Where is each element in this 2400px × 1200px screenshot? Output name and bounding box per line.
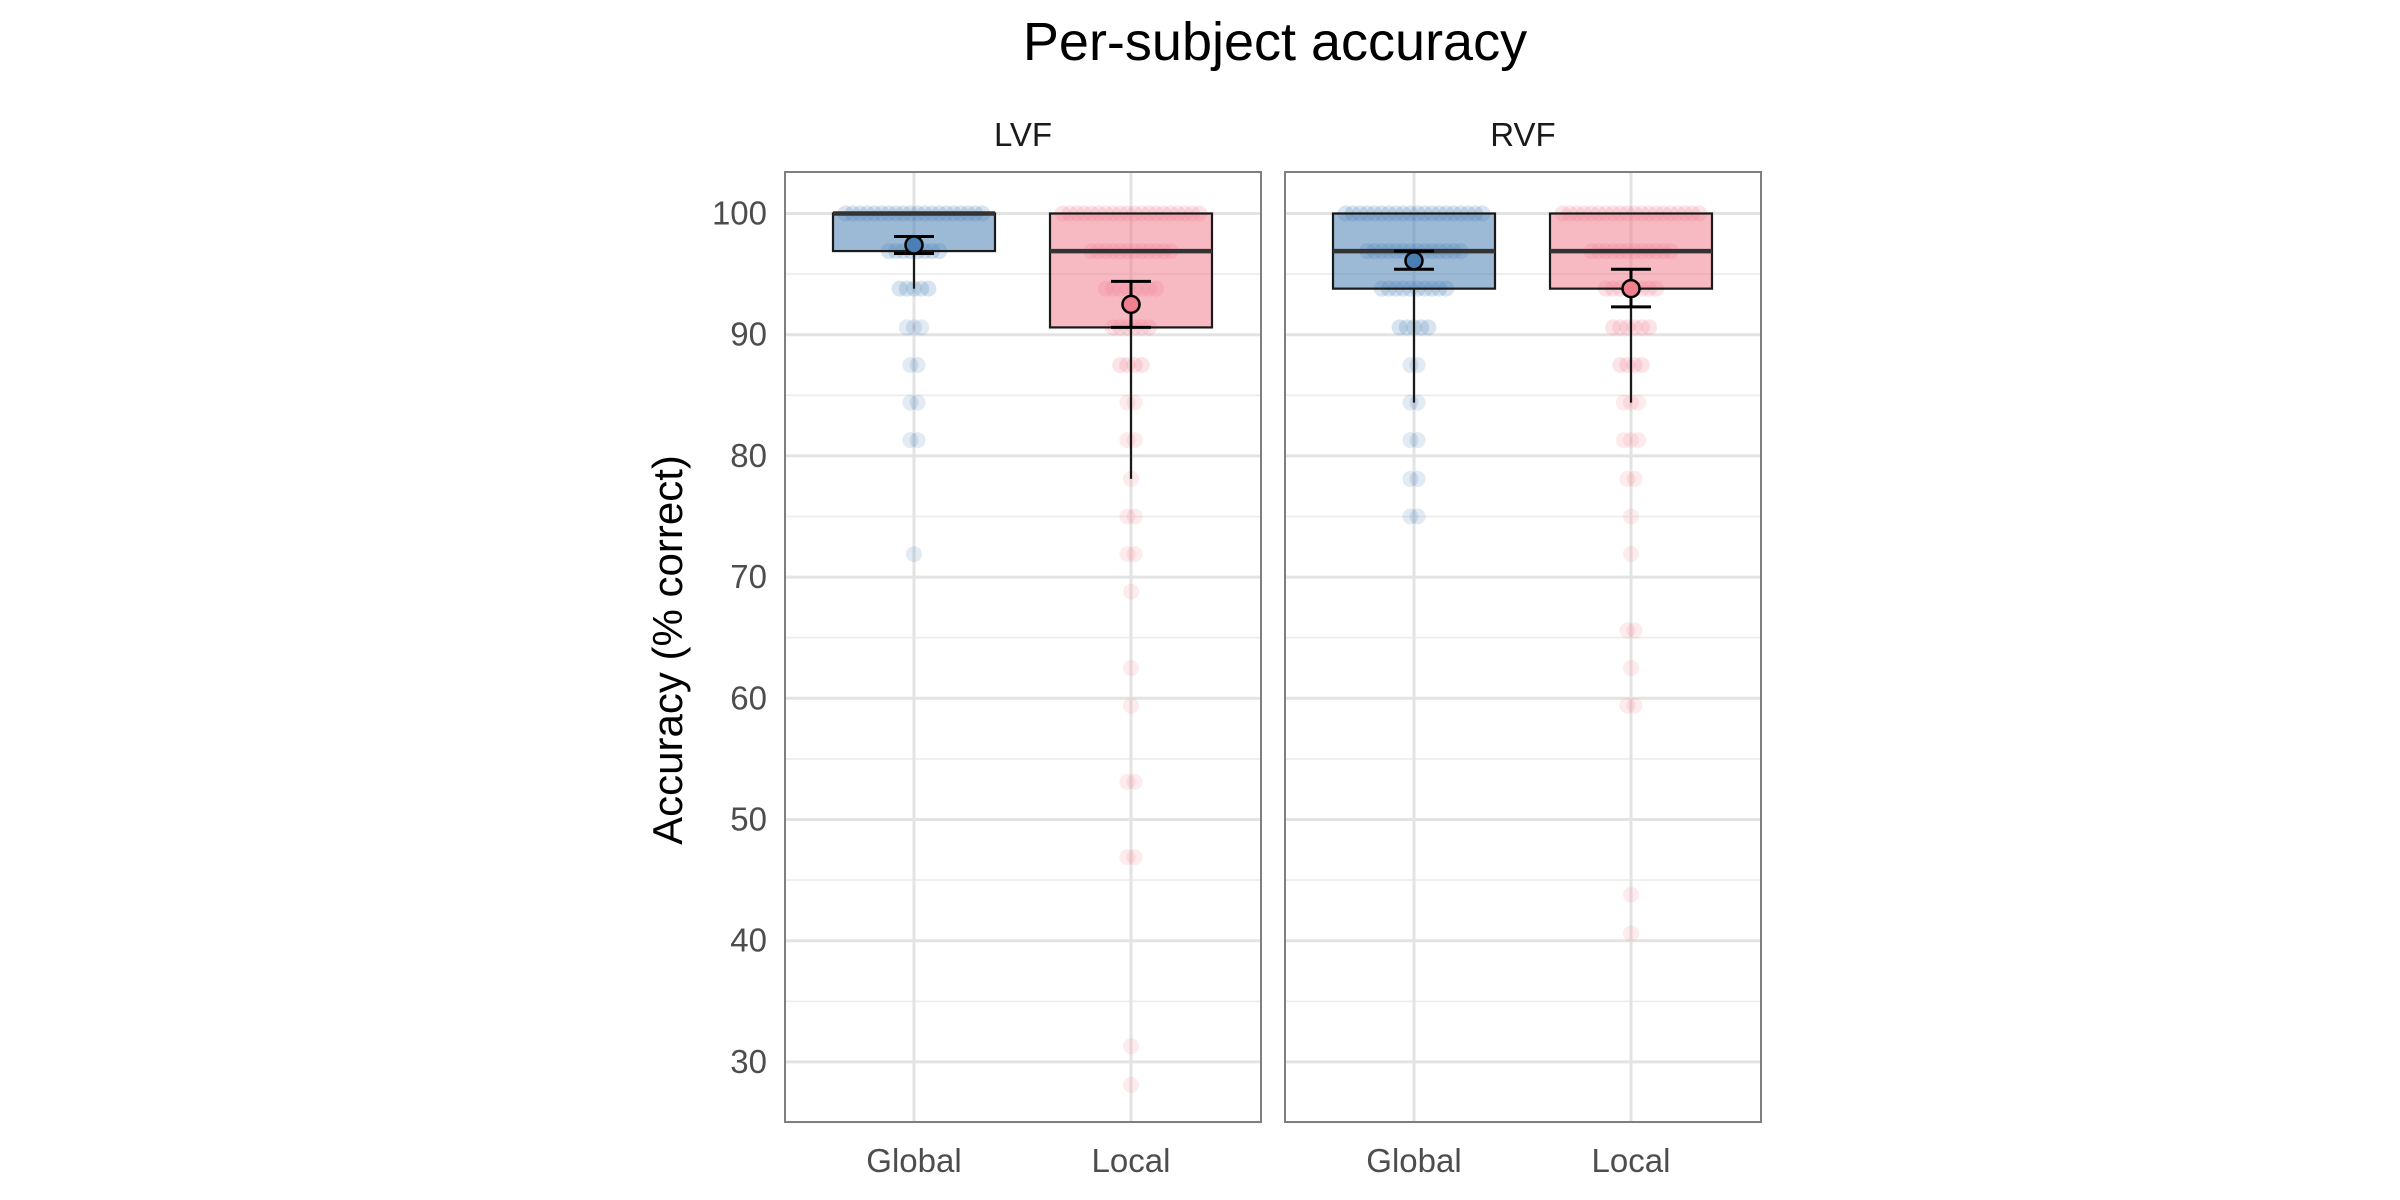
mean-marker bbox=[1621, 278, 1641, 299]
data-point bbox=[891, 280, 908, 297]
data-point bbox=[902, 394, 919, 411]
boxes-layer bbox=[831, 211, 1714, 479]
y-tick-label: 100 bbox=[712, 195, 767, 232]
data-point bbox=[1133, 357, 1150, 373]
data-point bbox=[1630, 432, 1647, 449]
data-point bbox=[1112, 357, 1129, 373]
data-point bbox=[1391, 319, 1408, 336]
data-point bbox=[906, 546, 922, 563]
data-point bbox=[909, 394, 926, 411]
data-point bbox=[1615, 394, 1632, 411]
data-point bbox=[1619, 697, 1636, 714]
data-point bbox=[1612, 357, 1629, 373]
data-point bbox=[1126, 849, 1143, 866]
facet-label: LVF bbox=[994, 116, 1052, 153]
x-tick-label: Local bbox=[1092, 1142, 1171, 1179]
y-tick-label: 70 bbox=[730, 558, 767, 595]
data-point bbox=[909, 432, 926, 449]
mean-marker bbox=[1404, 251, 1424, 271]
y-tick-label: 60 bbox=[730, 679, 767, 716]
data-point bbox=[1123, 583, 1139, 600]
data-point bbox=[1626, 697, 1643, 714]
data-point bbox=[1633, 319, 1650, 336]
data-point bbox=[1119, 773, 1136, 790]
data-point bbox=[1413, 319, 1430, 336]
data-point bbox=[1402, 470, 1419, 487]
data-point bbox=[1612, 319, 1629, 336]
data-point bbox=[1126, 394, 1143, 411]
data-point bbox=[1420, 319, 1437, 336]
data-point bbox=[1630, 394, 1647, 411]
data-point bbox=[1126, 432, 1143, 449]
data-point bbox=[898, 280, 915, 297]
data-point bbox=[1126, 773, 1143, 790]
panel-frame bbox=[1284, 171, 1762, 1123]
data-point bbox=[1119, 849, 1136, 866]
data-point bbox=[902, 432, 919, 449]
data-point bbox=[1623, 886, 1639, 903]
x-tick-label: Global bbox=[1366, 1142, 1461, 1179]
data-point bbox=[1623, 432, 1639, 449]
data-point bbox=[902, 357, 919, 373]
data-point bbox=[898, 319, 915, 336]
data-point bbox=[1623, 546, 1639, 563]
data-point bbox=[1626, 622, 1643, 639]
grid-layer bbox=[785, 172, 1761, 1124]
data-point bbox=[1409, 394, 1426, 411]
data-point bbox=[1119, 508, 1136, 525]
data-point bbox=[1619, 622, 1636, 639]
data-point bbox=[909, 357, 926, 373]
y-tick-label: 40 bbox=[730, 922, 767, 959]
data-point bbox=[913, 319, 930, 336]
x-tick-label: Local bbox=[1592, 1142, 1671, 1179]
y-tick-label: 30 bbox=[730, 1043, 767, 1080]
data-point bbox=[1633, 357, 1650, 373]
data-point bbox=[1409, 470, 1426, 487]
data-point bbox=[1615, 432, 1632, 449]
data-point bbox=[913, 280, 930, 297]
data-point bbox=[906, 319, 922, 336]
labels-layer: 30 40 50 60 70 80 90 100 LVF Global Local RVF Global… bbox=[712, 116, 1671, 1179]
data-point bbox=[920, 280, 937, 297]
data-point bbox=[1626, 470, 1643, 487]
panel-frames-layer bbox=[784, 171, 1762, 1123]
data-point bbox=[1623, 660, 1639, 676]
data-point bbox=[1623, 508, 1639, 525]
facet-label: RVF bbox=[1490, 116, 1555, 153]
chart-title: Per-subject accuracy bbox=[1023, 12, 1527, 72]
data-point bbox=[1126, 546, 1143, 563]
data-point bbox=[1619, 470, 1636, 487]
data-point bbox=[1409, 357, 1426, 373]
x-tick-label: Global bbox=[866, 1142, 961, 1179]
data-point bbox=[1123, 1076, 1139, 1093]
data-point bbox=[1605, 319, 1621, 336]
y-tick-label: 90 bbox=[730, 316, 767, 353]
mean-marker bbox=[1121, 294, 1141, 315]
y-tick-label: 50 bbox=[730, 801, 767, 838]
data-point bbox=[1402, 508, 1419, 525]
data-point bbox=[1123, 660, 1139, 676]
mean-marker bbox=[904, 235, 924, 255]
data-point bbox=[1123, 697, 1139, 714]
data-point bbox=[1409, 508, 1426, 525]
data-point bbox=[1119, 546, 1136, 563]
data-point bbox=[1398, 319, 1415, 336]
data-point bbox=[1123, 1038, 1139, 1055]
points-layer bbox=[837, 205, 1708, 1093]
panel-frame bbox=[784, 171, 1262, 1123]
data-point bbox=[1623, 925, 1639, 942]
data-point bbox=[1409, 432, 1426, 449]
data-point bbox=[1641, 319, 1657, 336]
data-point bbox=[1402, 432, 1419, 449]
y-axis-label: Accuracy (% correct) bbox=[644, 455, 691, 845]
data-point bbox=[1126, 508, 1143, 525]
y-tick-label: 80 bbox=[730, 437, 767, 474]
